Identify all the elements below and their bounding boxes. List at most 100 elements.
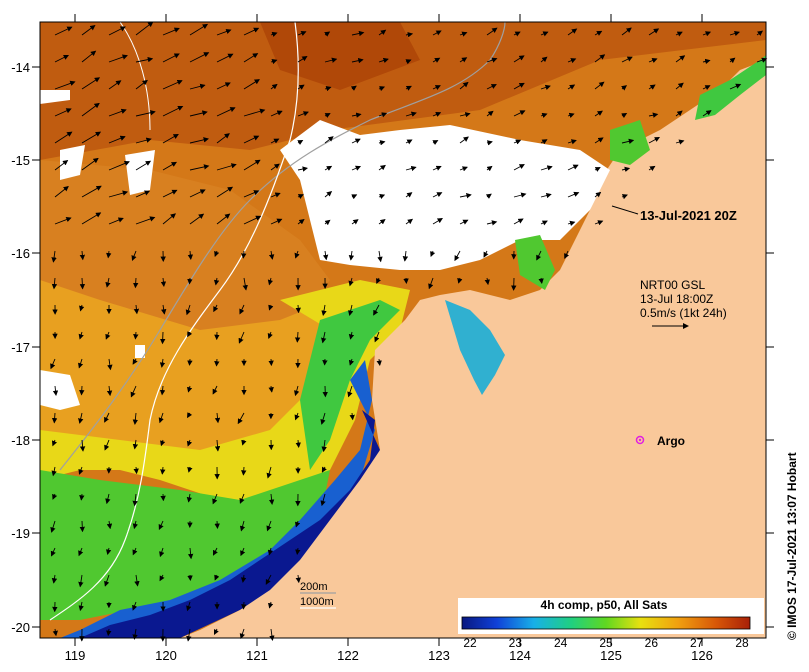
current-arrow-icon [133, 466, 139, 475]
current-arrow-icon [378, 194, 386, 200]
current-arrow-icon [106, 385, 113, 397]
current-arrow-icon [243, 190, 260, 198]
current-arrow-icon [378, 112, 388, 118]
current-arrow-icon [135, 79, 148, 90]
current-arrow-icon [348, 250, 355, 261]
current-arrow-icon [594, 137, 604, 144]
current-arrow-icon [295, 439, 301, 448]
latitude-labels: -14 -15 -16 -17 -18 -19 -20 [11, 60, 30, 635]
current-arrow-icon [267, 277, 274, 286]
current-arrow-icon [351, 219, 359, 225]
current-arrow-icon [135, 216, 156, 225]
current-arrow-icon [459, 57, 468, 63]
current-arrow-icon [594, 191, 602, 198]
lat-label: -18 [11, 433, 30, 448]
current-arrow-icon [430, 250, 436, 258]
lat-label: -19 [11, 526, 30, 541]
current-arrow-icon [321, 466, 327, 473]
current-arrow-icon [79, 439, 86, 452]
current-arrow-icon [268, 250, 275, 260]
colorbar-tick-label: 28 [735, 636, 749, 650]
current-arrow-icon [108, 217, 124, 225]
current-arrow-icon [268, 601, 274, 609]
current-arrow-icon [52, 628, 58, 637]
current-arrow-icon [105, 547, 112, 555]
isobath-legend: 200m 1000m [300, 581, 336, 609]
current-arrow-icon [51, 439, 57, 447]
current-arrow-icon [675, 110, 683, 117]
current-arrow-icon [214, 520, 220, 529]
current-arrow-icon [54, 159, 69, 171]
current-arrow-icon [241, 601, 247, 610]
current-arrow-icon [268, 493, 275, 505]
current-arrow-icon [132, 628, 138, 640]
current-arrow-icon [540, 220, 548, 226]
current-arrow-icon [675, 139, 685, 145]
current-arrow-icon [78, 466, 84, 475]
lat-label: -16 [11, 246, 30, 261]
current-arrow-icon [267, 331, 273, 339]
current-arrow-icon [216, 82, 231, 90]
current-arrow-icon [270, 59, 278, 65]
current-arrow-icon [108, 108, 127, 117]
current-arrow-icon [79, 250, 86, 261]
current-arrow-icon [187, 331, 193, 338]
current-arrow-icon [159, 358, 166, 368]
current-arrow-icon [378, 86, 386, 92]
current-arrow-icon [243, 215, 262, 225]
current-arrow-icon [459, 31, 468, 37]
current-arrow-icon [567, 139, 577, 145]
current-arrow-icon [132, 358, 138, 365]
current-arrow-icon [241, 439, 247, 446]
current-arrow-icon [621, 56, 633, 63]
current-arrow-icon [297, 166, 308, 172]
current-arrow-icon [295, 574, 301, 584]
current-arrow-icon [189, 164, 210, 171]
current-arrow-icon [241, 250, 247, 259]
current-arrow-icon [594, 110, 603, 117]
current-arrow-icon [648, 165, 656, 172]
current-arrow-icon [297, 30, 307, 36]
current-arrow-icon [405, 32, 414, 38]
current-arrow-icon [378, 57, 389, 64]
current-arrow-icon [648, 58, 658, 64]
current-arrow-icon [459, 136, 469, 144]
current-arrow-icon [324, 85, 332, 92]
current-arrow-icon [567, 112, 575, 118]
current-arrow-icon [52, 493, 58, 500]
current-arrow-icon [79, 493, 85, 501]
colorbar-title: 4h comp, p50, All Sats [541, 598, 668, 612]
current-arrow-icon [567, 58, 577, 64]
current-arrow-icon [540, 112, 548, 118]
current-arrow-icon [324, 113, 331, 118]
current-arrow-icon [295, 304, 301, 314]
current-arrow-icon [189, 189, 206, 198]
current-time: 13-Jul 18:00Z [640, 292, 713, 306]
current-arrow-icon [81, 77, 101, 90]
current-arrow-icon [459, 193, 472, 199]
current-arrow-icon [162, 133, 179, 144]
current-arrow-icon [432, 165, 442, 171]
current-arrow-icon [459, 219, 469, 225]
current-arrow-icon [270, 163, 280, 171]
current-arrow-icon [729, 83, 742, 90]
current-arrow-icon [108, 160, 130, 171]
current-arrow-icon [162, 79, 183, 90]
current-arrow-icon [405, 59, 412, 65]
current-arrow-icon [79, 520, 85, 533]
current-arrow-icon [238, 331, 245, 344]
current-arrow-icon [266, 466, 272, 479]
current-arrow-icon [243, 79, 260, 90]
current-arrow-icon [214, 439, 221, 452]
current-arrow-icon [621, 166, 631, 172]
current-arrow-icon [405, 218, 414, 225]
current-arrow-icon [212, 547, 218, 556]
current-arrow-icon [267, 547, 274, 556]
sst-field [40, 22, 766, 638]
current-arrow-icon [513, 218, 524, 225]
current-arrow-icon [648, 112, 659, 118]
current-arrow-icon [105, 277, 111, 288]
current-arrow-icon [486, 110, 494, 117]
current-arrow-icon [216, 107, 236, 117]
current-arrow-icon [402, 250, 409, 262]
